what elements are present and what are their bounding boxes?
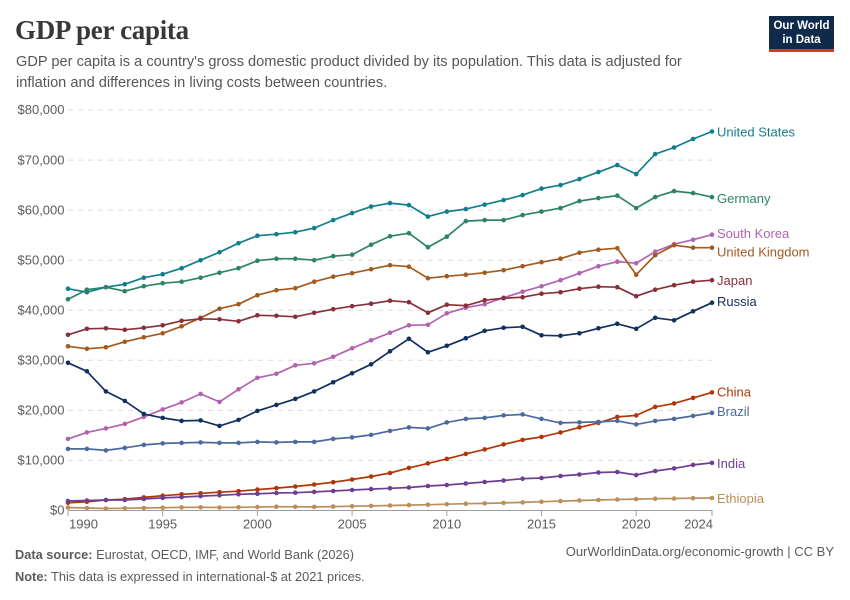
svg-text:Brazil: Brazil bbox=[717, 404, 750, 419]
svg-text:2015: 2015 bbox=[527, 517, 556, 532]
svg-text:2005: 2005 bbox=[338, 517, 367, 532]
svg-text:Ethiopia: Ethiopia bbox=[717, 491, 765, 506]
svg-text:2024: 2024 bbox=[684, 517, 713, 532]
svg-text:$50,000: $50,000 bbox=[18, 252, 65, 267]
svg-text:1990: 1990 bbox=[69, 517, 98, 532]
svg-text:2000: 2000 bbox=[243, 517, 272, 532]
svg-text:2010: 2010 bbox=[432, 517, 461, 532]
svg-text:South Korea: South Korea bbox=[717, 226, 790, 241]
svg-text:$40,000: $40,000 bbox=[18, 302, 65, 317]
svg-text:$30,000: $30,000 bbox=[18, 353, 65, 368]
svg-text:China: China bbox=[717, 385, 752, 400]
svg-text:Germany: Germany bbox=[717, 191, 771, 206]
svg-text:$80,000: $80,000 bbox=[18, 102, 65, 117]
svg-text:United States: United States bbox=[717, 125, 796, 140]
svg-text:Japan: Japan bbox=[717, 273, 752, 288]
svg-text:$70,000: $70,000 bbox=[18, 152, 65, 167]
svg-text:Russia: Russia bbox=[717, 294, 758, 309]
svg-text:2020: 2020 bbox=[622, 517, 651, 532]
svg-text:$0: $0 bbox=[50, 503, 64, 518]
svg-text:India: India bbox=[717, 456, 746, 471]
svg-text:$20,000: $20,000 bbox=[18, 403, 65, 418]
svg-text:United Kingdom: United Kingdom bbox=[717, 245, 810, 260]
svg-text:$60,000: $60,000 bbox=[18, 202, 65, 217]
svg-text:1995: 1995 bbox=[148, 517, 177, 532]
svg-text:$10,000: $10,000 bbox=[18, 453, 65, 468]
